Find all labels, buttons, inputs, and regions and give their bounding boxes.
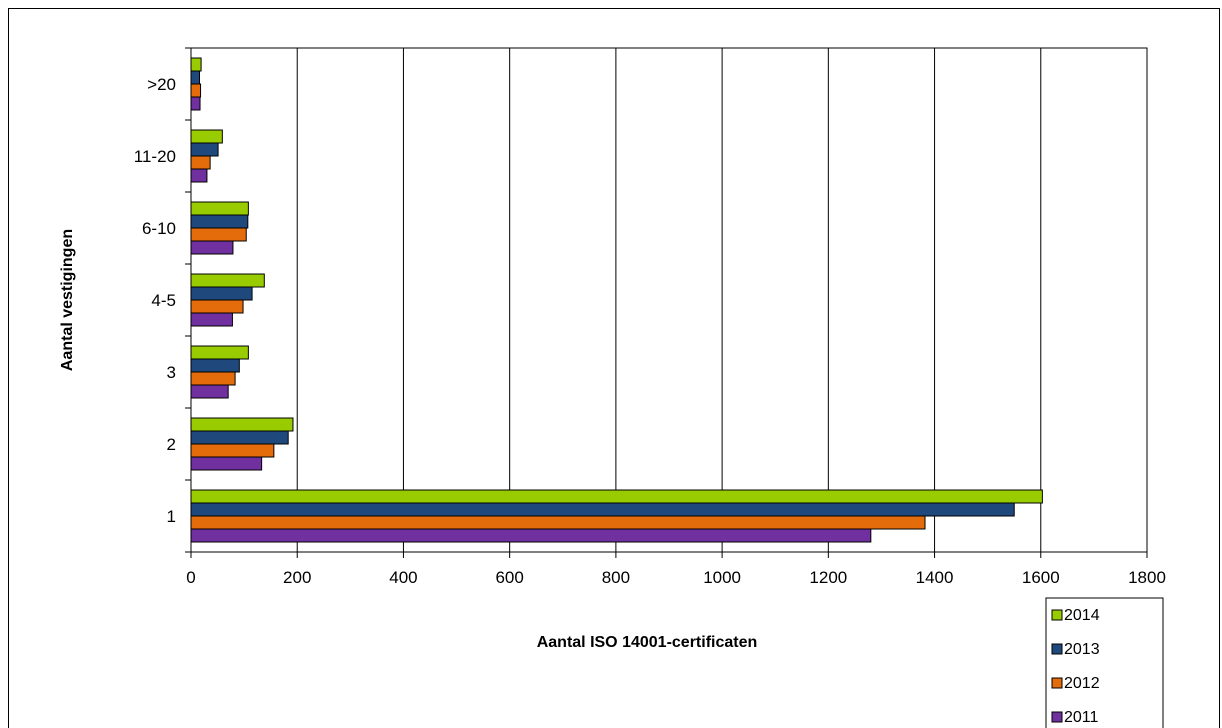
y-tick-label: 2 xyxy=(167,435,176,454)
gridlines xyxy=(296,48,1042,552)
bar-2013->20 xyxy=(190,70,200,85)
bar-2011-6-10 xyxy=(190,240,234,255)
legend-swatch-2014 xyxy=(1051,609,1063,621)
y-axis-title: Aantal vestigingen xyxy=(59,229,76,371)
y-tick-label: >20 xyxy=(147,75,176,94)
legend-box xyxy=(1045,597,1164,728)
bar-2011->20 xyxy=(190,96,201,111)
bar-2011-3 xyxy=(190,384,229,399)
legend-label-2011: 2011 xyxy=(1064,709,1099,726)
x-tick-label: 400 xyxy=(389,568,417,587)
bar-2014-11-20 xyxy=(190,129,223,144)
x-tick-label: 1200 xyxy=(809,568,847,587)
x-tick-labels: 0 200 400 600 800 1000 1200 1400 1600 1800 xyxy=(186,568,1166,587)
bar-2013-3 xyxy=(190,358,240,373)
bar-2012-4-5 xyxy=(190,299,244,314)
x-axis-title: Aantal ISO 14001-certificaten xyxy=(537,634,758,651)
bar-2014-2 xyxy=(190,417,294,432)
bar-2014-6-10 xyxy=(190,201,249,216)
x-tick-label: 1800 xyxy=(1128,568,1166,587)
bar-2013-11-20 xyxy=(190,142,219,157)
plot-area xyxy=(190,47,1148,553)
bar-2012-3 xyxy=(190,371,236,386)
bar-2014-4-5 xyxy=(190,273,265,288)
bar-2012-11-20 xyxy=(190,155,211,170)
legend-label-2013: 2013 xyxy=(1064,641,1100,658)
x-tick-label: 1400 xyxy=(916,568,954,587)
legend-swatch-2011 xyxy=(1051,711,1063,723)
bar-2013-4-5 xyxy=(190,286,253,301)
x-tick-label: 1000 xyxy=(703,568,741,587)
axes xyxy=(185,47,1148,558)
bar-2014-1 xyxy=(190,489,1043,504)
y-tick-label: 3 xyxy=(167,363,176,382)
bar-2014->20 xyxy=(190,57,202,72)
bar-2012-6-10 xyxy=(190,227,247,242)
bar-2014-3 xyxy=(190,345,249,360)
x-tick-label: 600 xyxy=(495,568,523,587)
bar-2013-2 xyxy=(190,430,289,445)
x-tick-label: 0 xyxy=(186,568,195,587)
x-tick-label: 200 xyxy=(283,568,311,587)
y-tick-label: 6-10 xyxy=(142,219,176,238)
y-tick-labels: 1 2 3 4-5 6-10 11-20 >20 xyxy=(134,75,176,526)
bar-2011-1 xyxy=(190,528,872,543)
legend-label-2014: 2014 xyxy=(1064,607,1100,624)
x-tick-label: 800 xyxy=(602,568,630,587)
bar-2011-2 xyxy=(190,456,263,471)
bar-2013-6-10 xyxy=(190,214,249,229)
x-tick-label: 1600 xyxy=(1022,568,1060,587)
bars xyxy=(190,57,1043,543)
bar-2012->20 xyxy=(190,83,202,98)
bar-2013-1 xyxy=(190,502,1015,517)
legend-swatch-2013 xyxy=(1051,643,1063,655)
legend: 2014 2013 2012 2011 xyxy=(1045,597,1164,728)
y-tick-label: 4-5 xyxy=(151,291,176,310)
y-tick-label: 11-20 xyxy=(134,147,176,166)
bar-2012-2 xyxy=(190,443,275,458)
y-tick-label: 1 xyxy=(167,507,176,526)
legend-swatch-2012 xyxy=(1051,677,1063,689)
legend-label-2012: 2012 xyxy=(1064,675,1100,692)
bar-2012-1 xyxy=(190,515,926,530)
bar-2011-11-20 xyxy=(190,168,208,183)
bar-2011-4-5 xyxy=(190,312,233,327)
